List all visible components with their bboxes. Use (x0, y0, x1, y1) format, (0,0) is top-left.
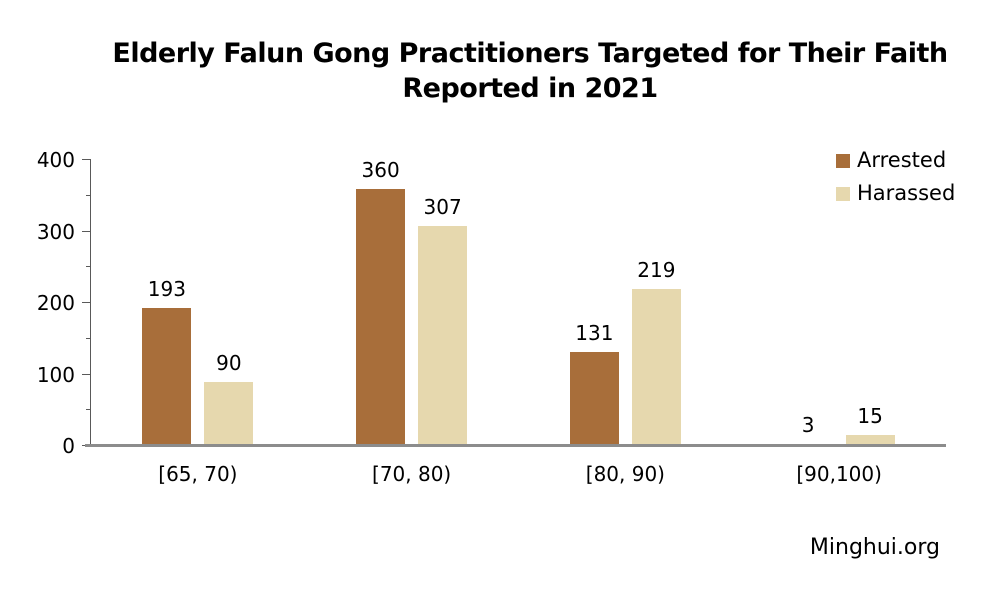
bar-harassed-group4 (845, 435, 895, 446)
bar-value-label: 360 (361, 158, 400, 182)
y-axis-tick-label: 300 (36, 219, 75, 244)
y-axis-major-tick (82, 373, 91, 375)
plot-area: 0 100 200 300 400 [65, 70) 193 90 [70, 80) 360 307… (37, 149, 946, 486)
bar-value-label: 307 (423, 195, 462, 219)
x-axis-line (85, 444, 946, 447)
bar-arrested-group2 (356, 189, 406, 446)
y-axis-tick-label: 400 (36, 148, 75, 172)
bar-harassed-group1 (204, 382, 254, 446)
x-axis-category-label: [70, 80) (372, 462, 452, 486)
y-axis-tick-label: 200 (36, 291, 75, 315)
bar-value-label: 219 (637, 258, 676, 282)
bar-value-label: 193 (147, 277, 186, 301)
x-axis-category-label: [80, 90) (585, 462, 665, 486)
bar-value-label: 131 (575, 321, 614, 345)
legend-item-arrested: Arrested (836, 149, 955, 172)
legend-label-harassed: Harassed (857, 181, 956, 205)
bar-arrested-group1 (142, 308, 192, 446)
y-axis-minor-tick (86, 337, 91, 339)
bar-value-label: 3 (801, 413, 815, 437)
x-axis-category-label: [65, 70) (158, 462, 238, 486)
chart-title: Elderly Falun Gong Practitioners Targete… (112, 38, 948, 104)
y-axis-minor-tick (86, 194, 91, 196)
bar-harassed-group3 (631, 289, 681, 446)
y-axis-major-tick (82, 159, 91, 160)
legend-label-arrested: Arrested (857, 148, 947, 172)
legend: Arrested Harassed (836, 149, 955, 215)
bar-value-label: 15 (857, 404, 883, 428)
source-label: Minghui.org (809, 535, 940, 560)
y-axis-minor-tick (86, 266, 91, 268)
x-axis-category-label: [90,100) (796, 462, 882, 486)
bar-arrested-group3 (569, 352, 619, 446)
y-axis-tick-label: 100 (36, 362, 75, 387)
y-axis-tick-label: 0 (62, 434, 75, 458)
bar-value-label: 90 (216, 351, 242, 375)
legend-item-harassed: Harassed (836, 182, 955, 205)
legend-swatch-arrested (836, 153, 850, 168)
y-axis-minor-tick (86, 409, 91, 411)
legend-swatch-harassed (836, 186, 850, 201)
y-axis-major-tick (82, 230, 91, 232)
bar-harassed-group2 (418, 226, 468, 446)
y-axis-major-tick (82, 302, 91, 303)
